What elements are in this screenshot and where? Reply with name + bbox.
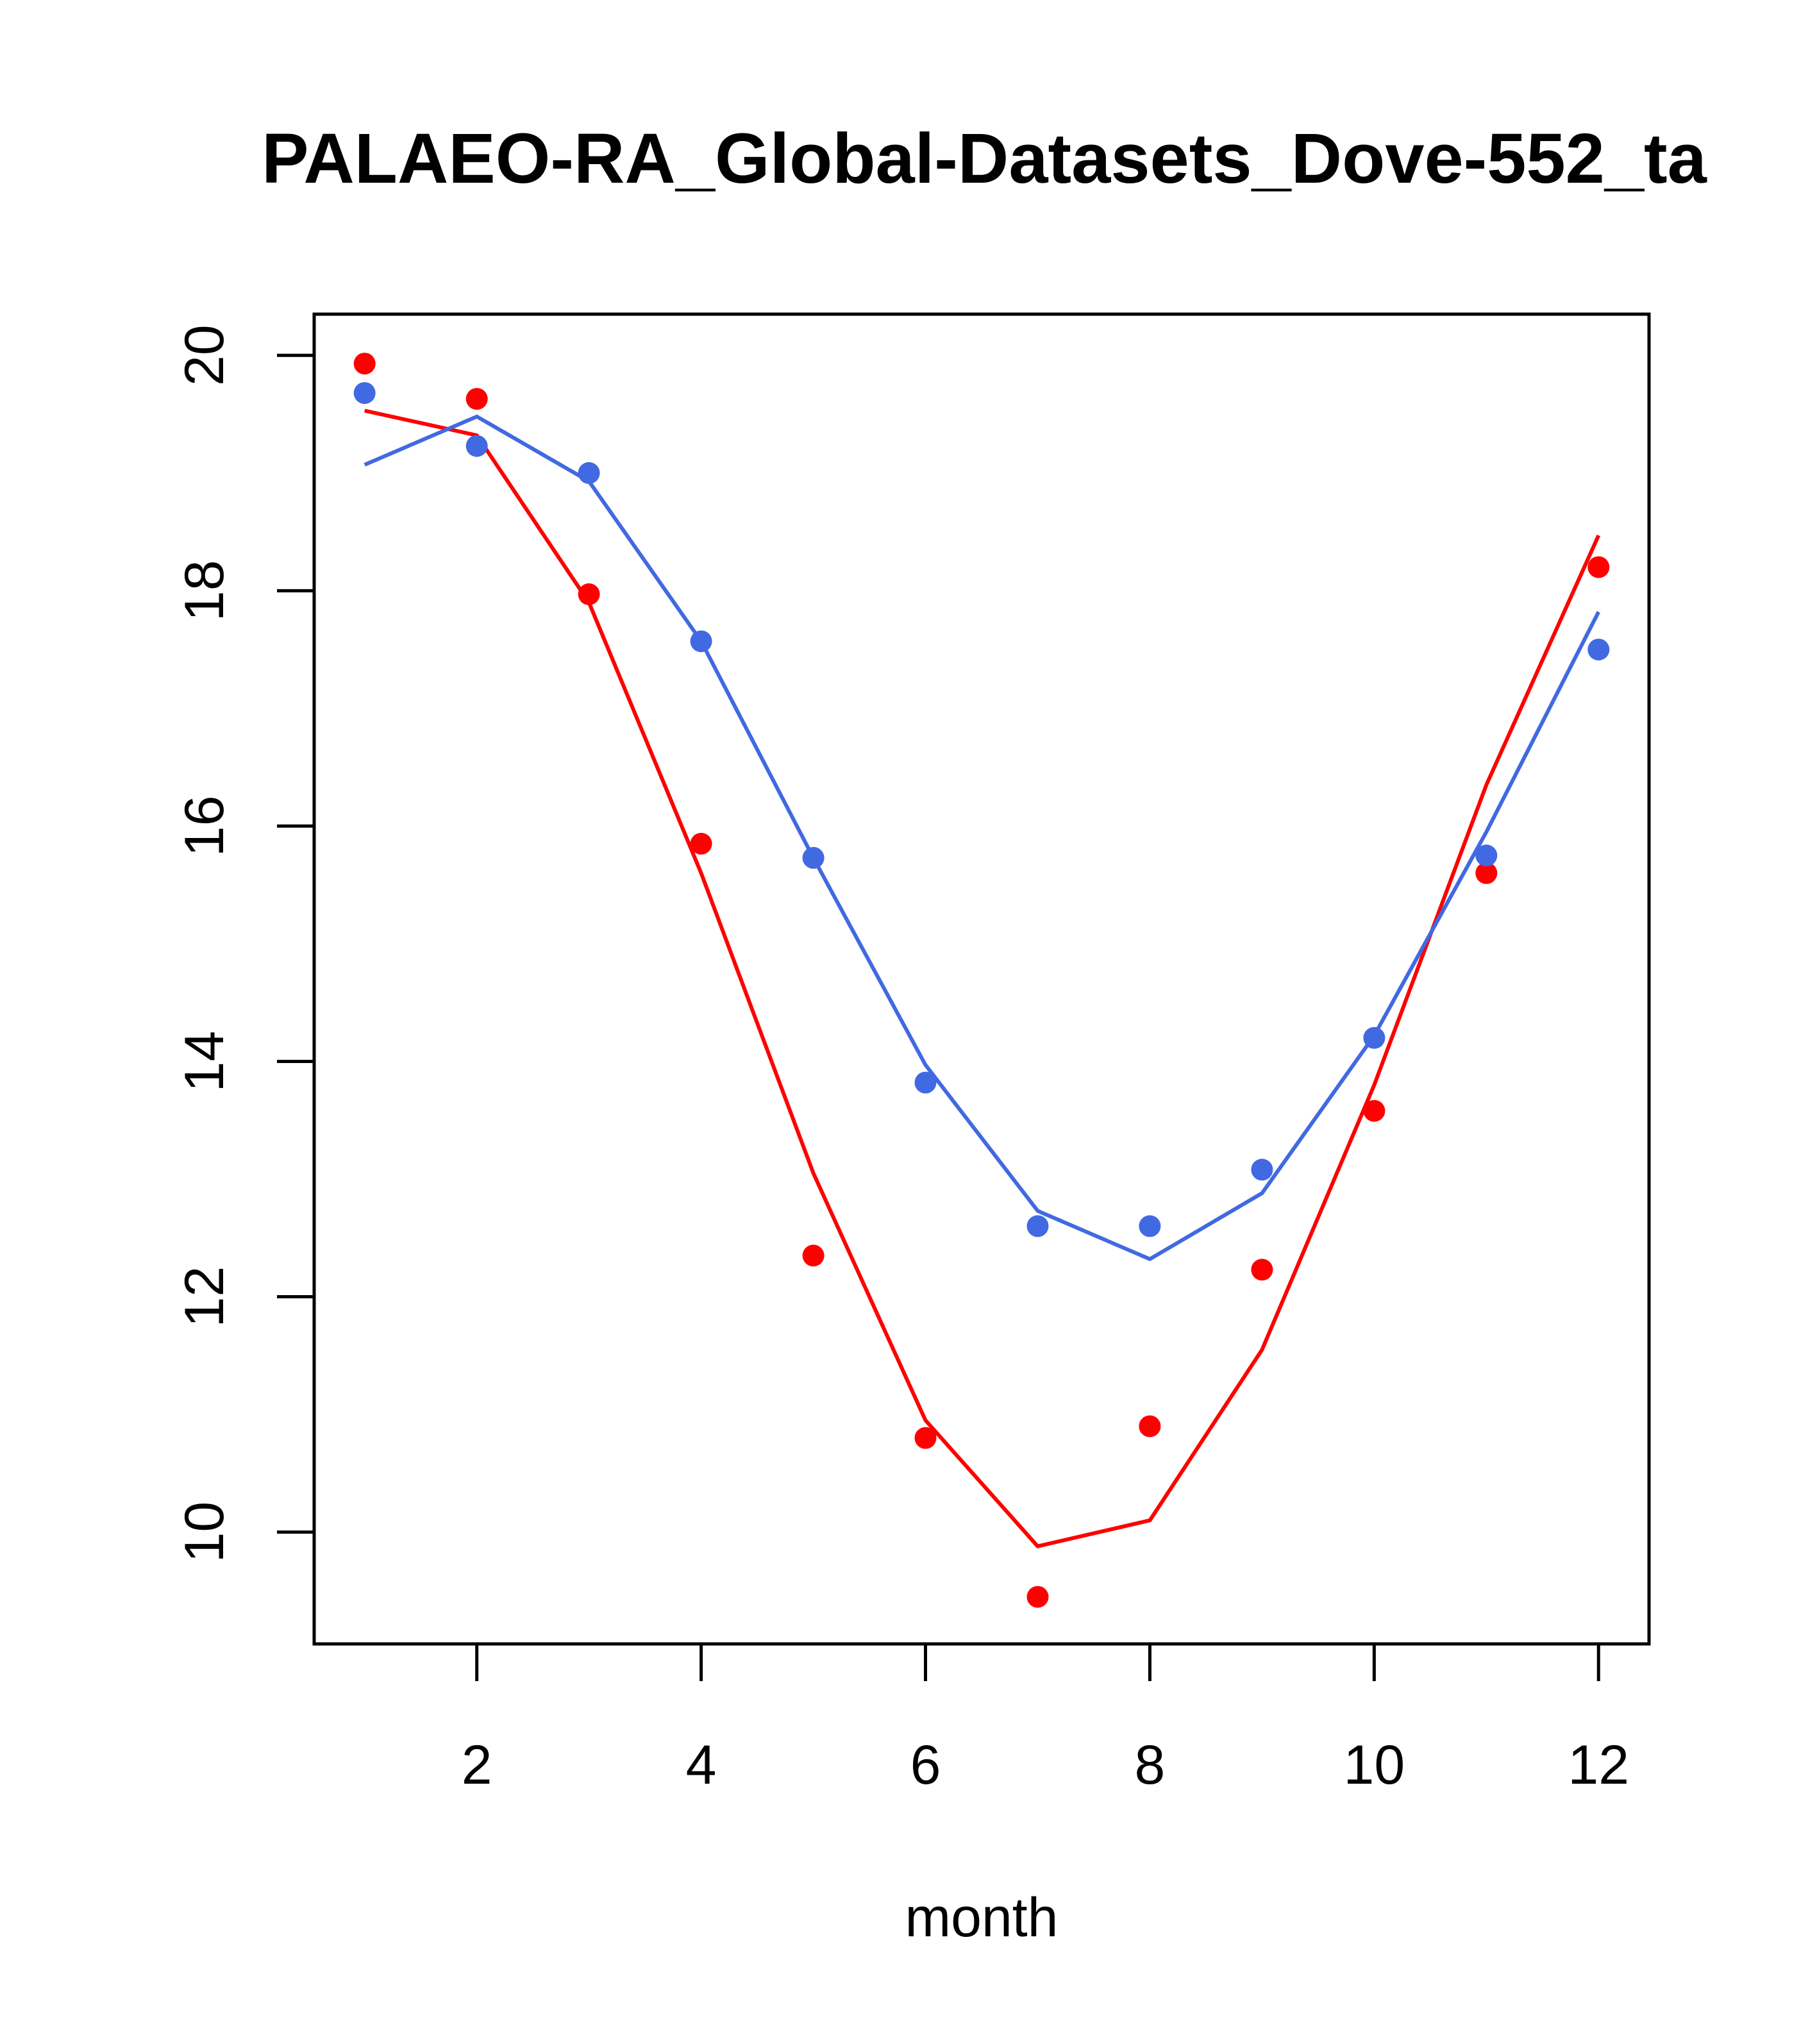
y-tick-label-20: 20 [174, 324, 235, 386]
data-point-blue-3 [578, 462, 600, 484]
data-point-blue-6 [914, 1071, 937, 1094]
data-point-red-10 [1363, 1100, 1386, 1122]
x-axis: 2 4 6 8 10 12 [462, 1642, 1629, 1796]
data-point-blue-9 [1251, 1159, 1273, 1181]
x-tick-label-4: 4 [686, 1734, 717, 1796]
x-tick-label-6: 6 [910, 1734, 941, 1796]
x-axis-label: month [905, 1887, 1058, 1948]
data-point-red-1 [353, 353, 376, 375]
data-point-red-12 [1587, 556, 1610, 578]
data-point-red-6 [914, 1427, 937, 1449]
data-point-red-8 [1139, 1415, 1161, 1437]
data-point-red-11 [1475, 862, 1498, 884]
data-point-blue-5 [802, 847, 825, 869]
y-tick-label-12: 12 [174, 1266, 235, 1328]
x-tick-label-8: 8 [1135, 1734, 1166, 1796]
series-red [353, 353, 1610, 1608]
y-tick-label-14: 14 [174, 1031, 235, 1093]
x-tick-label-2: 2 [462, 1734, 492, 1796]
data-point-red-3 [578, 583, 600, 605]
x-tick-label-12: 12 [1568, 1734, 1629, 1796]
series-line-blue [364, 414, 1600, 1261]
data-point-red-7 [1026, 1586, 1049, 1608]
data-point-red-2 [465, 388, 488, 410]
plot-area [353, 353, 1610, 1608]
data-point-red-4 [690, 832, 712, 855]
data-point-blue-1 [353, 382, 376, 404]
x-tick-label-10: 10 [1344, 1734, 1405, 1796]
data-point-blue-4 [690, 630, 712, 653]
y-tick-label-10: 10 [174, 1502, 235, 1563]
series-line-red [364, 408, 1601, 1548]
data-point-blue-12 [1587, 639, 1610, 661]
plot-frame [312, 312, 1651, 1646]
series-blue [353, 382, 1610, 1261]
data-point-blue-7 [1026, 1215, 1049, 1237]
data-point-blue-11 [1475, 844, 1498, 867]
chart-title: PALAEO-RA_Global-Datasets_Dove-552_ta [262, 119, 1707, 198]
data-point-red-9 [1251, 1259, 1273, 1281]
y-axis: 10 12 14 16 18 20 [174, 324, 316, 1563]
data-point-blue-8 [1139, 1215, 1161, 1237]
data-point-blue-2 [465, 435, 488, 457]
data-point-blue-10 [1363, 1026, 1386, 1049]
y-tick-label-18: 18 [174, 560, 235, 621]
y-tick-label-16: 16 [174, 796, 235, 857]
data-point-red-5 [802, 1244, 825, 1267]
